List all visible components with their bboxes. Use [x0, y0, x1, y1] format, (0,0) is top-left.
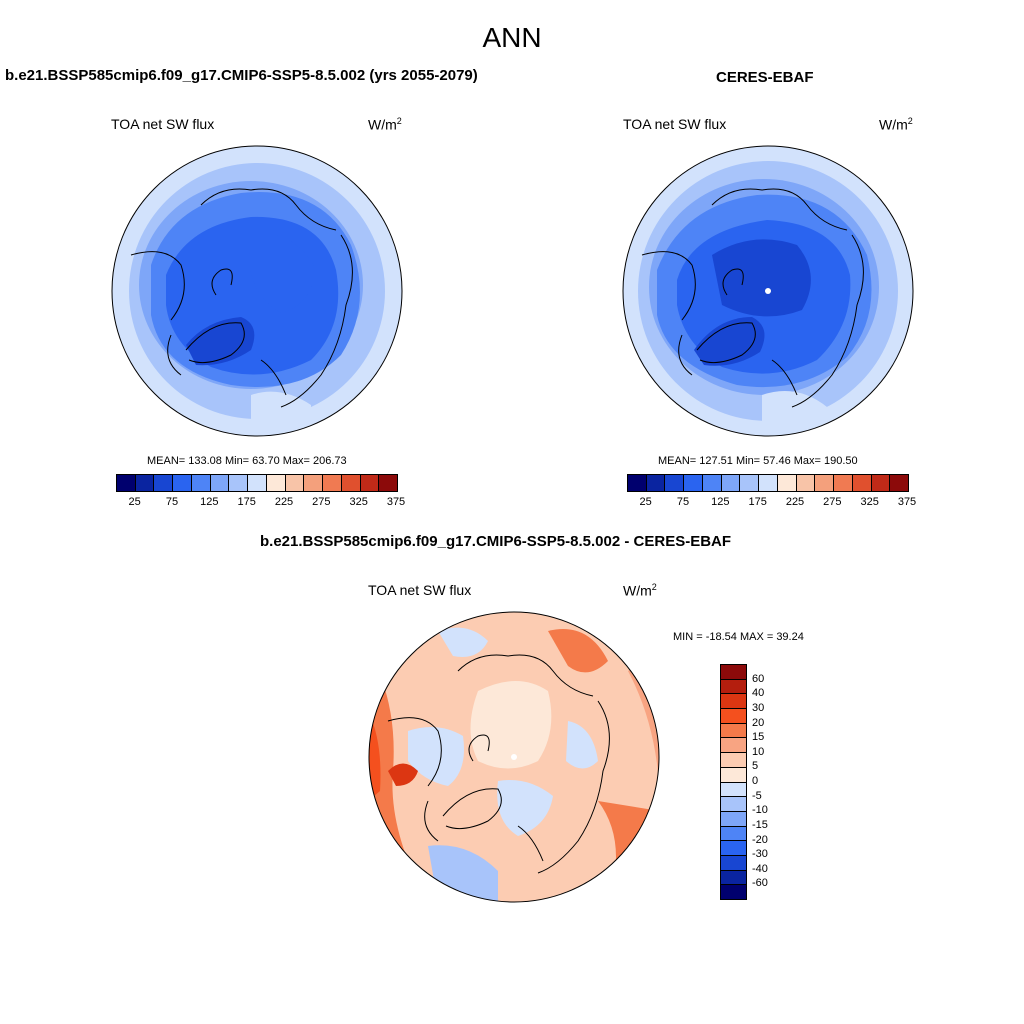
- colorbar-swatch: [628, 475, 647, 491]
- page-title: ANN: [482, 22, 542, 53]
- colorbar-swatch: [721, 694, 746, 710]
- colorbar-tick-label: 375: [897, 496, 917, 508]
- colorbar-tick-label: 325: [860, 496, 879, 508]
- colorbar-tick-label: -60: [752, 877, 768, 890]
- colorbar-tick-label: 30: [752, 701, 765, 714]
- colorbar-swatch: [191, 475, 211, 491]
- colorbar-swatch: [379, 475, 398, 491]
- colorbar-swatch: [777, 475, 797, 491]
- colorbar-tick-label: -20: [752, 833, 768, 846]
- colorbar-swatch: [721, 841, 746, 856]
- colorbar-swatch: [210, 475, 230, 491]
- colorbar-swatch: [852, 475, 872, 491]
- colorbar-swatch: [360, 475, 380, 491]
- colorbar-tick-label: 5: [752, 760, 759, 773]
- colorbar-swatch: [646, 475, 666, 491]
- model-polar-map: [111, 145, 403, 437]
- colorbar-swatch: [248, 475, 267, 491]
- colorbar-swatch: [721, 475, 741, 491]
- colorbar-swatch: [229, 475, 249, 491]
- diff-variable-label: TOA net SW flux: [368, 582, 472, 598]
- colorbar-swatch: [871, 475, 891, 491]
- colorbar-tick-label: 25: [128, 496, 141, 508]
- colorbar-swatch: [721, 679, 746, 695]
- diff-units: W/m2: [623, 582, 657, 599]
- colorbar-swatch: [721, 855, 746, 871]
- colorbar-swatch: [684, 475, 703, 491]
- colorbar-swatch: [721, 665, 746, 680]
- diff-stats: MIN = -18.54 MAX = 39.24: [673, 631, 804, 643]
- colorbar-swatch: [173, 475, 192, 491]
- colorbar-swatch: [721, 797, 746, 812]
- colorbar-swatch: [740, 475, 760, 491]
- colorbar-tick-label: 375: [386, 496, 406, 508]
- diff-panel-title: b.e21.BSSP585cmip6.f09_g17.CMIP6-SSP5-8.…: [260, 533, 732, 550]
- colorbar-tick-label: 175: [748, 496, 767, 508]
- obs-polar-map: [622, 145, 914, 437]
- model-stats: MEAN= 133.08 Min= 63.70 Max= 206.73: [147, 455, 347, 467]
- colorbar-swatch: [721, 723, 746, 739]
- colorbar-swatch: [117, 475, 136, 491]
- colorbar-tick-label: 225: [274, 496, 294, 508]
- colorbar-swatch: [721, 885, 746, 899]
- colorbar-swatch: [665, 475, 685, 491]
- colorbar-swatch: [323, 475, 342, 491]
- obs-colorbar: [627, 474, 909, 492]
- obs-units: W/m2: [879, 116, 913, 133]
- colorbar-swatch: [834, 475, 853, 491]
- colorbar-swatch: [304, 475, 324, 491]
- colorbar-swatch: [815, 475, 835, 491]
- colorbar-swatch: [341, 475, 361, 491]
- colorbar-tick-label: -10: [752, 804, 768, 817]
- colorbar-tick-label: 275: [312, 496, 331, 508]
- colorbar-tick-label: 20: [752, 716, 765, 729]
- colorbar-swatch: [759, 475, 778, 491]
- colorbar-swatch: [721, 811, 746, 827]
- colorbar-swatch: [721, 753, 746, 768]
- colorbar-tick-label: 325: [349, 496, 368, 508]
- obs-variable-label: TOA net SW flux: [623, 116, 727, 132]
- colorbar-tick-label: 175: [237, 496, 256, 508]
- colorbar-tick-label: 10: [752, 745, 765, 758]
- colorbar-tick-label: -15: [752, 818, 768, 831]
- colorbar-tick-label: 75: [676, 496, 690, 508]
- colorbar-swatch: [721, 738, 746, 754]
- colorbar-swatch: [702, 475, 722, 491]
- colorbar-tick-label: 275: [823, 496, 842, 508]
- diff-colorbar: [720, 664, 747, 900]
- obs-panel-title: CERES-EBAF: [716, 69, 814, 86]
- colorbar-swatch: [285, 475, 305, 491]
- colorbar-tick-label: 225: [785, 496, 805, 508]
- colorbar-swatch: [266, 475, 286, 491]
- colorbar-swatch: [721, 826, 746, 842]
- colorbar-swatch: [890, 475, 909, 491]
- colorbar-tick-label: 0: [752, 775, 759, 787]
- obs-stats: MEAN= 127.51 Min= 57.46 Max= 190.50: [658, 455, 858, 467]
- colorbar-tick-label: 40: [752, 687, 765, 700]
- colorbar-tick-label: 125: [711, 496, 730, 508]
- model-colorbar: [116, 474, 398, 492]
- colorbar-tick-label: 125: [200, 496, 219, 508]
- colorbar-tick-label: -30: [752, 848, 768, 861]
- colorbar-swatch: [721, 767, 746, 783]
- model-panel-title: b.e21.BSSP585cmip6.f09_g17.CMIP6-SSP5-8.…: [5, 67, 478, 84]
- colorbar-tick-label: 15: [752, 731, 765, 744]
- colorbar-tick-label: 75: [165, 496, 179, 508]
- colorbar-swatch: [135, 475, 155, 491]
- colorbar-swatch: [721, 782, 746, 798]
- model-units: W/m2: [368, 116, 402, 133]
- colorbar-swatch: [721, 709, 746, 724]
- colorbar-swatch: [721, 870, 746, 886]
- model-variable-label: TOA net SW flux: [111, 116, 215, 132]
- colorbar-swatch: [796, 475, 816, 491]
- colorbar-tick-label: 25: [639, 496, 652, 508]
- colorbar-tick-label: -40: [752, 862, 768, 875]
- colorbar-tick-label: 60: [752, 672, 765, 685]
- colorbar-tick-label: -5: [752, 789, 762, 802]
- colorbar-swatch: [154, 475, 174, 491]
- diff-polar-map: [368, 611, 660, 903]
